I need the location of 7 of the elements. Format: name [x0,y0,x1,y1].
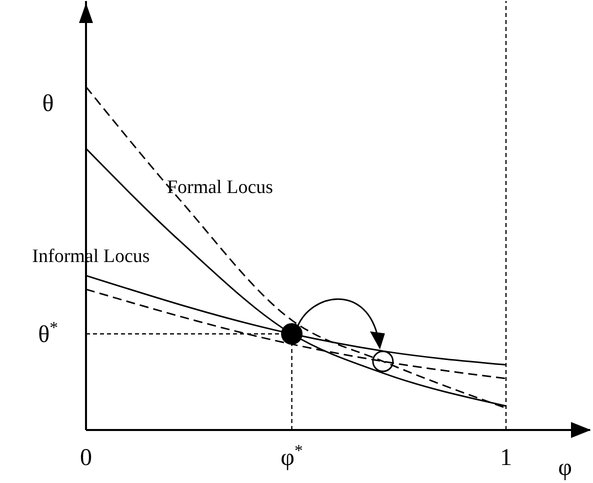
x-tick-label: φ$^{*}$ [280,440,303,471]
x-tick-label: 0 [80,445,92,471]
ref-line-label: θ$^{*}$ [38,317,58,348]
x-axis-title: φ [558,455,572,481]
y-axis-title: θ [42,91,54,117]
annotation: Formal Locus [166,177,274,198]
x-tick-label: 1 [500,445,512,471]
